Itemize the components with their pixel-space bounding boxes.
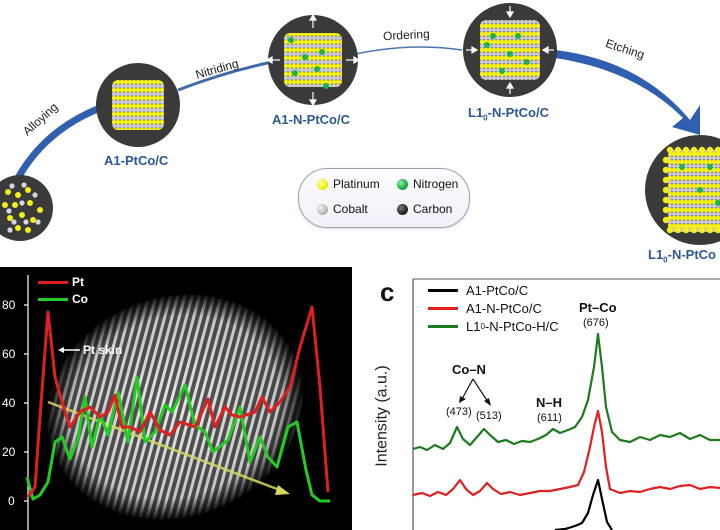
panel-c-raman: c A1-PtCo/C A1-N-PtCo/C L1 0 -N-PtCo-H/C I… xyxy=(360,267,720,530)
legend-cobalt: Cobalt xyxy=(317,202,368,216)
annotation-co-n: Co–N xyxy=(452,362,486,377)
legend-a1-n-ptco: A1-N-PtCo/C xyxy=(428,301,542,316)
legend-platinum: Platinum xyxy=(317,177,380,191)
annotation-pt-co-value: (676) xyxy=(583,317,609,329)
node-label-l10-n-ptco: L10-N-PtCo/C xyxy=(468,105,550,123)
legend-red-line-icon xyxy=(428,307,458,310)
platinum-dot-icon xyxy=(317,178,328,190)
panel-letter-c: c xyxy=(380,277,395,307)
legend-nitrogen: Nitrogen xyxy=(397,177,458,191)
legend-a1-ptco: A1-PtCo/C xyxy=(428,283,528,298)
legend-pt: Pt xyxy=(38,275,84,289)
annotation-n-h-611: (611) xyxy=(537,412,562,424)
schematic-arrows xyxy=(0,3,720,245)
legend-green-line-icon xyxy=(428,325,458,328)
ytick-0: 0 xyxy=(8,494,15,508)
element-legend: Platinum Nitrogen Cobalt Carbon xyxy=(298,168,470,228)
legend-black-line-icon xyxy=(428,289,458,292)
annotation-pt-co: Pt–Co xyxy=(579,300,617,315)
node-label-l10-n-ptco-h: L10-N-PtCo xyxy=(648,247,717,265)
node-label-a1-ptco: A1-PtCo/C xyxy=(104,153,169,168)
node-start xyxy=(0,175,53,241)
legend-l10-n-ptco-h: L1 0 -N-PtCo-H/C xyxy=(428,319,559,334)
legend-pt-line-icon xyxy=(38,280,68,284)
y-axis-label: Intensity (a.u.) xyxy=(373,365,391,467)
synthesis-schematic: Alloying Nitriding Ordering Etching A1-P… xyxy=(0,3,720,265)
carbon-dot-icon xyxy=(397,203,408,215)
node-label-a1-n-ptco: A1-N-PtCo/C xyxy=(272,112,350,127)
ytick-60: 60 xyxy=(2,347,16,361)
raman-plot xyxy=(412,278,720,530)
ytick-20: 20 xyxy=(2,445,16,459)
legend-co-line-icon xyxy=(38,297,68,301)
legend-co: Co xyxy=(38,292,88,306)
nitrogen-dot-icon xyxy=(397,178,408,190)
line-scan-plot xyxy=(24,275,330,530)
cobalt-dot-icon xyxy=(317,203,328,215)
annotation-co-n-513: (513) xyxy=(476,410,502,422)
annotation-pt-skin: Pt skin xyxy=(83,343,123,357)
step-ordering: Ordering xyxy=(382,26,431,44)
ytick-80: 80 xyxy=(2,298,16,312)
ytick-40: 40 xyxy=(2,396,16,410)
annotation-n-h: N–H xyxy=(536,395,563,410)
legend-carbon: Carbon xyxy=(397,202,452,216)
annotation-co-n-473: (473) xyxy=(446,406,472,418)
panel-b-line-scan: 80 60 40 20 0 Pt Co Pt skin xyxy=(0,267,352,530)
